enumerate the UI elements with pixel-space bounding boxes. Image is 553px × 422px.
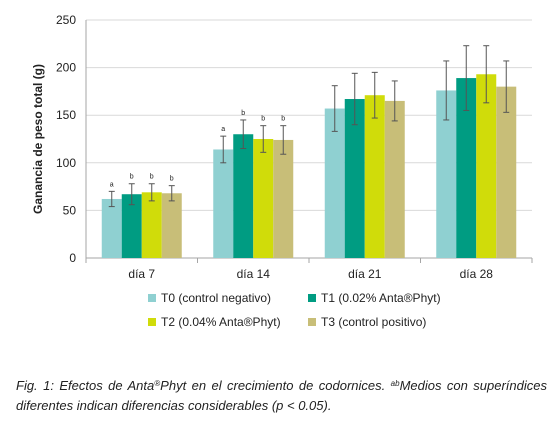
bar — [496, 86, 517, 258]
significance-label: b — [130, 174, 134, 181]
bar — [213, 149, 234, 258]
legend-label-t1: T1 (0.02% Anta®Phyt) — [321, 291, 441, 305]
bar — [364, 95, 385, 258]
x-tick-label: día 21 — [348, 267, 382, 281]
significance-label: a — [110, 181, 114, 188]
legend-label-t2: T2 (0.04% Anta®Phyt) — [161, 315, 281, 329]
bar — [101, 198, 122, 258]
legend-item-t0: T0 (control negativo) — [148, 291, 271, 305]
legend-item-t3: T3 (control positivo) — [308, 315, 426, 329]
bar — [324, 108, 345, 258]
bar — [121, 194, 142, 258]
bar — [273, 139, 294, 258]
x-tick-label: día 7 — [128, 267, 155, 281]
y-tick-label: 150 — [56, 108, 76, 122]
y-tick-label: 50 — [63, 203, 77, 217]
x-tick-label: día 28 — [460, 267, 494, 281]
bar — [141, 192, 162, 258]
legend-swatch-t1 — [308, 294, 316, 302]
significance-label: b — [281, 116, 285, 123]
legend-label-t0: T0 (control negativo) — [161, 291, 272, 305]
legend-swatch-t0 — [148, 294, 156, 302]
bar — [456, 78, 477, 259]
x-tick-label: día 14 — [237, 267, 271, 281]
legend-item-t1: T1 (0.02% Anta®Phyt) — [308, 291, 441, 305]
bar — [436, 90, 457, 258]
y-tick-label: 0 — [69, 251, 76, 265]
y-tick-label: 200 — [56, 61, 76, 75]
significance-label: a — [221, 126, 225, 133]
legend-item-t2: T2 (0.04% Anta®Phyt) — [148, 315, 281, 329]
significance-label: b — [261, 116, 265, 123]
legend-swatch-t2 — [148, 318, 156, 326]
significance-label: b — [150, 174, 154, 181]
y-axis-title: Ganancia de peso total (g) — [31, 64, 45, 214]
figure-caption: Fig. 1: Efectos de Anta®Phyt en el creci… — [16, 376, 547, 416]
bar — [384, 100, 405, 258]
caption-text: Phyt en el crecimiento de codornices. — [160, 378, 391, 393]
bar — [233, 134, 254, 258]
bar — [253, 139, 274, 258]
caption-superscript: ab — [390, 379, 400, 388]
caption-prefix: Fig. 1: Efectos de Anta — [16, 378, 155, 393]
bar — [344, 99, 365, 259]
significance-label: b — [170, 176, 174, 183]
bar — [476, 74, 497, 258]
bar — [161, 193, 182, 258]
significance-label: b — [241, 110, 245, 117]
y-tick-label: 100 — [56, 156, 76, 170]
bar-chart: 0 50 100 150 200 250 Ganancia de peso total (g… — [31, 13, 533, 281]
legend-label-t3: T3 (control positivo) — [321, 315, 427, 329]
caption-rest: Medios con superíndices diferentes indic… — [16, 378, 547, 413]
caption-reg-mark: ® — [154, 379, 161, 388]
legend-swatch-t3 — [308, 318, 316, 326]
y-tick-label: 250 — [56, 13, 76, 27]
